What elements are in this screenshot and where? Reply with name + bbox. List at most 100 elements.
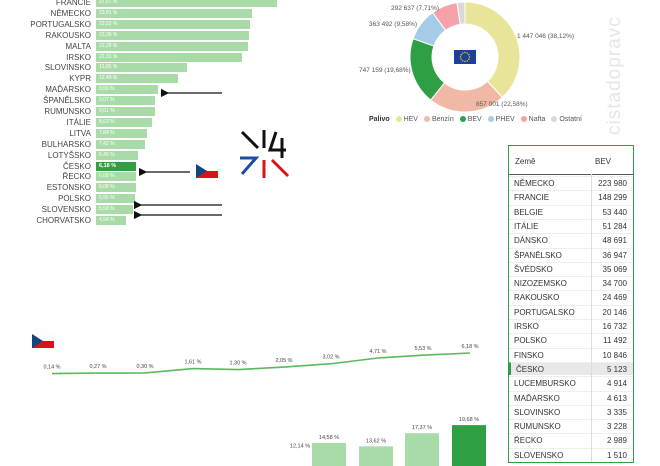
legend-item-benzin[interactable]: Benzín bbox=[423, 116, 454, 123]
bar-row[interactable]: ČESKO 6,18 % bbox=[0, 161, 300, 172]
bar-row[interactable]: NĚMECKO 23,81 % bbox=[0, 8, 300, 19]
bar-row[interactable]: SLOVENSKO 5,58 % bbox=[0, 205, 300, 215]
bar[interactable]: 8,63 % bbox=[96, 117, 153, 127]
bar[interactable]: 22,31 % bbox=[96, 52, 242, 62]
bar-row[interactable]: ITÁLIE 8,63 % bbox=[0, 117, 300, 128]
table-row[interactable]: FINSKO 10 846 bbox=[509, 347, 633, 361]
bar-country-label: MALTA bbox=[65, 41, 91, 51]
table-row[interactable]: ŠVÉDSKO 35 069 bbox=[509, 261, 633, 275]
table-row[interactable]: NIZOZEMSKO 34 700 bbox=[509, 276, 633, 289]
table-row[interactable]: BELGIE 53 440 bbox=[509, 204, 633, 218]
table-row[interactable]: RAKOUSKO 24 469 bbox=[509, 290, 633, 303]
bar[interactable]: 13,85 % bbox=[96, 63, 187, 73]
legend-item-ostatni[interactable]: Ostatní bbox=[551, 116, 582, 123]
bar-row[interactable]: POLSKO 5,95 % bbox=[0, 194, 300, 204]
table-cell-country: ITÁLIE bbox=[514, 221, 539, 231]
bar-row[interactable]: ŠPANĚLSKO 9,07 % bbox=[0, 96, 300, 106]
table-row[interactable]: ŘECKO 2 989 bbox=[509, 433, 633, 446]
logo-icon bbox=[240, 130, 290, 178]
column-bar[interactable] bbox=[452, 425, 486, 466]
bar-row[interactable]: ESTONSKO 6,08 % bbox=[0, 183, 300, 193]
bar[interactable]: 23,28 % bbox=[96, 41, 249, 51]
bar-row[interactable]: MAĎARSKO 9,55 % bbox=[0, 85, 300, 95]
bar-row[interactable]: RUMUNSKO 9,01 % bbox=[0, 107, 300, 117]
table-cell-bev: 10 846 bbox=[602, 350, 627, 360]
table-cell-bev: 24 469 bbox=[602, 293, 627, 303]
bar-row[interactable]: LOTYŠSKO 6,46 % bbox=[0, 150, 300, 161]
legend-item-nafta[interactable]: Nafta bbox=[520, 116, 545, 123]
bar-row[interactable]: MALTA 23,28 % bbox=[0, 41, 300, 52]
table-row[interactable]: ŠPANĚLSKO 36 947 bbox=[509, 247, 633, 261]
bar[interactable]: 6,08 % bbox=[96, 183, 136, 193]
bar[interactable]: 5,58 % bbox=[96, 205, 133, 215]
bar[interactable]: 7,42 % bbox=[96, 139, 145, 149]
bar-value-label: 7,42 % bbox=[99, 140, 115, 147]
bar-row[interactable]: CHORVATSKO 4,54 % bbox=[0, 216, 300, 226]
table-cell-country: ŠVÉDSKO bbox=[514, 264, 553, 274]
column-bar[interactable] bbox=[405, 433, 439, 466]
bar-value-label: 23,36 % bbox=[99, 31, 118, 38]
bar[interactable]: 9,01 % bbox=[96, 107, 155, 116]
bar-row[interactable]: KYPR 12,49 % bbox=[0, 74, 300, 84]
bar-country-label: BULHARSKO bbox=[41, 139, 91, 149]
bar[interactable]: 23,81 % bbox=[96, 8, 252, 18]
legend-item-hev[interactable]: HEV bbox=[395, 116, 418, 123]
column-header-country[interactable]: Země bbox=[515, 157, 536, 166]
table-row[interactable]: RUMUNSKO 3 228 bbox=[509, 419, 633, 432]
table-row[interactable]: PORTUGALSKO 20 146 bbox=[509, 304, 633, 318]
bar-row[interactable]: BULHARSKO 7,42 % bbox=[0, 139, 300, 150]
donut-slice-ostatní[interactable] bbox=[456, 1, 466, 25]
table-row[interactable]: SLOVINSKO 3 335 bbox=[509, 404, 633, 418]
bar[interactable]: 6,46 % bbox=[96, 150, 139, 160]
bar-row[interactable]: RAKOUSKO 23,36 % bbox=[0, 30, 300, 41]
legend-item-phev[interactable]: PHEV bbox=[487, 116, 515, 123]
bar-value-label: 6,46 % bbox=[99, 151, 115, 158]
table-cell-bev: 48 691 bbox=[602, 236, 627, 246]
table-row[interactable]: DÁNSKO 48 691 bbox=[509, 233, 633, 246]
table-cell-country: SLOVINSKO bbox=[514, 407, 561, 417]
table-cell-bev: 51 284 bbox=[602, 221, 627, 231]
table-row[interactable]: IRSKO 16 732 bbox=[509, 319, 633, 332]
legend-item-bev[interactable]: BEV bbox=[459, 116, 482, 123]
table-row[interactable]: POLSKO 11 492 bbox=[509, 333, 633, 346]
bar[interactable]: 6,09 % bbox=[96, 172, 136, 182]
bar-value-label: 9,01 % bbox=[99, 108, 115, 114]
column-bar[interactable] bbox=[312, 442, 346, 466]
donut-slice-hev[interactable] bbox=[464, 1, 521, 99]
table-row[interactable]: ČESKO 5 123 bbox=[509, 361, 633, 375]
bar-row[interactable]: SLOVINSKO 13,85 % bbox=[0, 63, 300, 73]
bar[interactable]: 9,07 % bbox=[96, 96, 156, 106]
bar[interactable]: 27,67 % bbox=[96, 0, 277, 7]
table-cell-bev: 4 613 bbox=[606, 393, 627, 403]
table-row[interactable]: ITÁLIE 51 284 bbox=[509, 218, 633, 232]
bar-row[interactable]: LITVA 7,84 % bbox=[0, 128, 300, 139]
bar[interactable]: 4,54 % bbox=[96, 216, 126, 225]
bar[interactable]: 9,55 % bbox=[96, 85, 159, 95]
bar-row[interactable]: FRANCIE 27,67 % bbox=[0, 0, 300, 8]
bar-country-label: ESTONSKO bbox=[46, 183, 91, 193]
table-row[interactable]: MAĎARSKO 4 613 bbox=[509, 390, 633, 404]
column-value-label: 19,68 % bbox=[459, 417, 479, 423]
table-row[interactable]: SLOVENSKO 1 510 bbox=[509, 447, 633, 461]
line-point-label: 6,18 % bbox=[461, 344, 478, 350]
column-header-bev[interactable]: BEV bbox=[595, 157, 612, 166]
table-cell-bev: 53 440 bbox=[602, 207, 627, 217]
trend-line[interactable] bbox=[51, 352, 471, 375]
bar[interactable]: 6,18 % bbox=[96, 161, 137, 171]
bev-table[interactable]: Země BEV NĚMECKO 223 980 FRANCIE 148 299 BEL… bbox=[508, 145, 634, 463]
table-row[interactable]: LUCEMBURSKO 4 914 bbox=[509, 376, 633, 389]
bar-row[interactable]: ŘECKO 6,09 % bbox=[0, 172, 300, 182]
bar[interactable]: 23,36 % bbox=[96, 30, 249, 40]
bar-country-label: NĚMECKO bbox=[50, 8, 91, 18]
bar-row[interactable]: PORTUGALSKO 23,52 % bbox=[0, 19, 300, 30]
fuel-donut-panel: 292 637 (7,71%) 363 492 (9,58%) 1 447 04… bbox=[355, 0, 585, 135]
bar[interactable]: 23,52 % bbox=[96, 19, 250, 29]
bar-row[interactable]: IRSKO 22,31 % bbox=[0, 52, 300, 63]
table-cell-bev: 35 069 bbox=[602, 264, 627, 274]
table-row[interactable]: NĚMECKO 223 980 bbox=[509, 176, 633, 189]
bar[interactable]: 5,95 % bbox=[96, 194, 135, 204]
bar[interactable]: 12,49 % bbox=[96, 74, 178, 84]
column-bar[interactable] bbox=[359, 446, 393, 466]
table-row[interactable]: FRANCIE 148 299 bbox=[509, 190, 633, 203]
bar[interactable]: 7,84 % bbox=[96, 128, 148, 138]
